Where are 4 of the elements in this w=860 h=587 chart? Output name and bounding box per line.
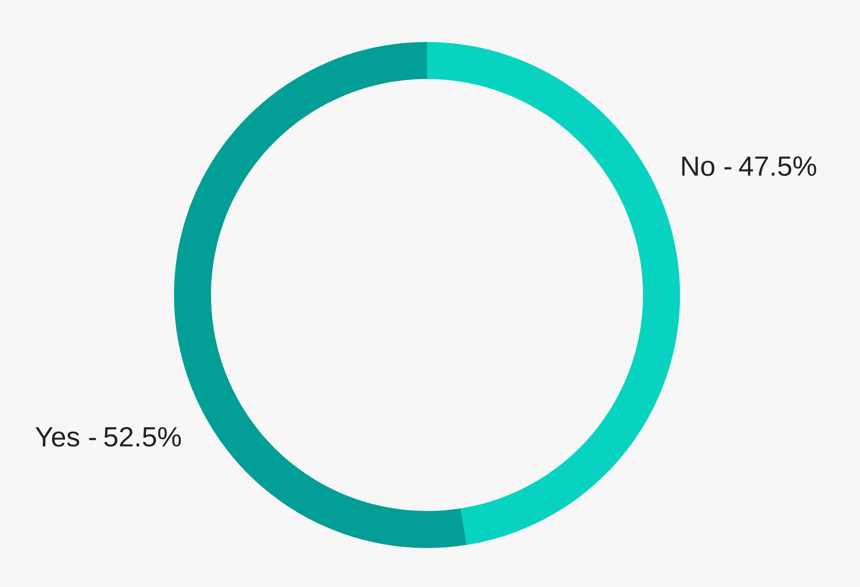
slice-label: Yes - <box>35 427 96 447</box>
slice-label: No - <box>682 156 732 176</box>
data-label: 47.5% <box>739 156 816 176</box>
data-label: 52.5% <box>104 426 181 447</box>
